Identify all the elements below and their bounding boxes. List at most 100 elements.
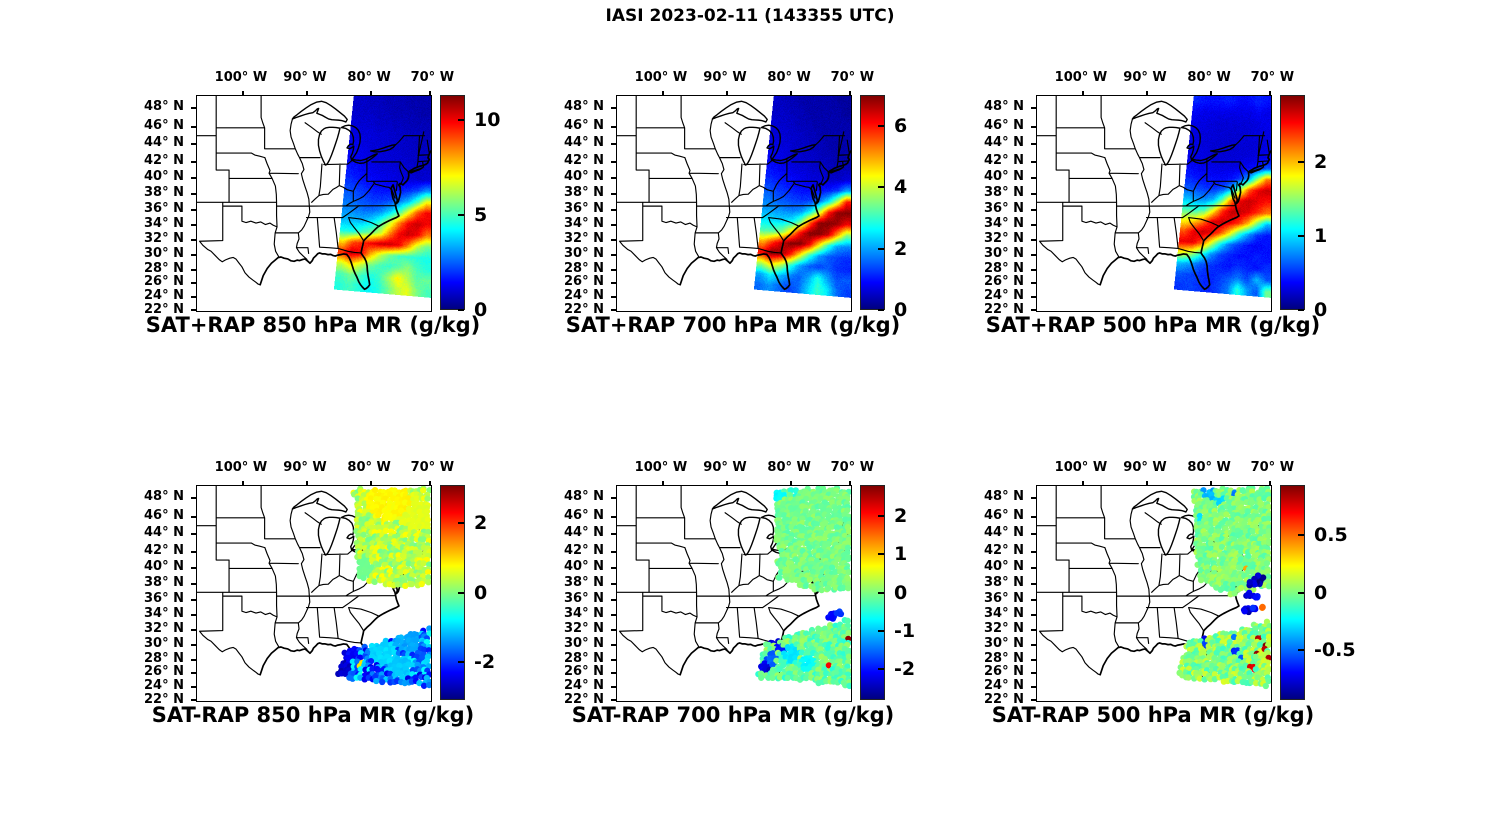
lat-tick-mark (191, 296, 196, 299)
lat-tick-mark (191, 550, 196, 553)
lat-tick-label: 28° N (564, 260, 604, 276)
colorbar-tick-label: 0 (1314, 581, 1328, 604)
lat-tick-label: 40° N (144, 559, 184, 575)
lat-tick-label: 24° N (564, 288, 604, 304)
colorbar-tick-mark (878, 309, 884, 311)
longitude-axis: 100° W 90° W 80° W 70° W (1036, 460, 1294, 480)
lat-tick-mark (611, 160, 616, 163)
dots-data-layer (1037, 486, 1271, 701)
lat-tick-mark (1031, 550, 1036, 553)
lat-tick-mark (191, 143, 196, 146)
lat-tick-mark (1031, 533, 1036, 536)
lat-tick-label: 48° N (564, 489, 604, 505)
map-panel-sat-plus-rap-700: 100° W 90° W 80° W 70° W 48° N 46° N 44° N 42°… (564, 70, 907, 337)
lat-tick-mark (1031, 699, 1036, 701)
lat-tick-mark (191, 686, 196, 689)
lat-tick-mark (191, 160, 196, 163)
lat-tick-label: 44° N (144, 525, 184, 541)
lat-tick-mark (191, 125, 196, 128)
lat-tick-label: 28° N (984, 650, 1024, 666)
colorbar-tick-mark (458, 591, 464, 594)
lat-tick-label: 34° N (564, 606, 604, 622)
lon-tick-mark (1210, 91, 1213, 96)
colorbar-tick-mark (458, 213, 464, 216)
lat-tick-mark (1031, 567, 1036, 570)
lon-tick-mark (429, 91, 431, 96)
lat-tick-mark (191, 583, 196, 586)
map-area (191, 91, 432, 312)
lat-tick-label: 36° N (984, 201, 1024, 217)
panel-title: SAT-RAP 500 hPa MR (g/kg) (991, 703, 1315, 727)
lat-tick-mark (611, 107, 616, 110)
lat-tick-mark (611, 143, 616, 146)
lat-tick-mark (611, 583, 616, 586)
lon-tick-mark (849, 91, 851, 96)
colorbar-tick-label: 0 (474, 299, 488, 321)
latitude-axis: 48° N 46° N 44° N 42° N 40° N 38° N 36° N 34° N… (138, 95, 190, 317)
lat-tick-label: 48° N (144, 489, 184, 505)
lon-tick-label: 100° W (214, 460, 268, 475)
lat-tick-label: 26° N (144, 664, 184, 680)
dots-data-layer (197, 486, 431, 701)
lon-tick-label: 90° W (703, 70, 747, 85)
lat-tick-label: 32° N (984, 231, 1024, 247)
colorbar: 10 5 0 (440, 95, 500, 320)
lon-tick-mark (241, 91, 244, 96)
lat-tick-mark (611, 644, 616, 647)
lon-tick-mark (661, 481, 664, 486)
lat-tick-label: 48° N (984, 489, 1024, 505)
latitude-axis: 48° N 46° N 44° N 42° N 40° N 38° N 36° N 34° N… (978, 95, 1030, 317)
lat-tick-label: 30° N (984, 246, 1024, 262)
lat-tick-label: 46° N (564, 117, 604, 133)
lat-tick-mark (191, 268, 196, 271)
colorbar-tick-label: -1 (894, 619, 916, 642)
lat-tick-label: 32° N (984, 621, 1024, 637)
lat-tick-label: 42° N (144, 152, 184, 168)
colorbar-tick-label: 1 (1314, 224, 1328, 247)
lon-tick-label: 90° W (1123, 460, 1167, 475)
lat-tick-label: 40° N (984, 169, 1024, 185)
lat-tick-mark (1031, 497, 1036, 500)
lat-tick-label: 38° N (984, 185, 1024, 201)
lat-tick-mark (1031, 143, 1036, 146)
colorbar-tick-label: 6 (894, 114, 908, 137)
lat-tick-label: 30° N (564, 636, 604, 652)
lat-tick-mark (1031, 224, 1036, 227)
colorbar-tick-mark (1298, 309, 1304, 311)
colorbar-tick-mark (878, 124, 884, 127)
colorbar-tick-mark (458, 660, 464, 663)
lat-tick-mark (611, 550, 616, 553)
colorbar-tick-mark (878, 247, 884, 250)
colorbar-tick-label: 10 (474, 108, 501, 131)
lat-tick-label: 26° N (984, 274, 1024, 290)
lat-tick-label: 42° N (144, 542, 184, 558)
lat-tick-mark (1031, 239, 1036, 242)
lat-tick-label: 22° N (144, 692, 184, 707)
colorbar-tick-mark (878, 668, 884, 671)
lat-tick-label: 28° N (564, 650, 604, 666)
lon-tick-label: 80° W (767, 460, 811, 475)
lat-tick-mark (611, 224, 616, 227)
lon-tick-label: 80° W (1187, 70, 1231, 85)
lat-tick-label: 28° N (144, 260, 184, 276)
lon-tick-mark (1081, 91, 1084, 96)
lat-tick-mark (1031, 309, 1036, 311)
lat-tick-mark (611, 614, 616, 617)
latitude-axis: 48° N 46° N 44° N 42° N 40° N 38° N 36° N 34° N… (138, 485, 190, 707)
lat-tick-mark (1031, 686, 1036, 689)
lon-tick-mark (661, 91, 664, 96)
lat-tick-label: 28° N (144, 650, 184, 666)
lat-tick-label: 22° N (564, 302, 604, 317)
lat-tick-label: 32° N (564, 231, 604, 247)
lat-tick-label: 32° N (144, 621, 184, 637)
lat-tick-label: 38° N (984, 575, 1024, 591)
lon-tick-mark (1269, 481, 1271, 486)
longitude-axis: 100° W 90° W 80° W 70° W (616, 460, 874, 480)
lat-tick-label: 46° N (144, 117, 184, 133)
lat-tick-label: 38° N (564, 575, 604, 591)
lon-tick-mark (1146, 481, 1149, 486)
lat-tick-label: 26° N (144, 274, 184, 290)
lat-tick-mark (611, 672, 616, 675)
lon-tick-mark (726, 481, 729, 486)
